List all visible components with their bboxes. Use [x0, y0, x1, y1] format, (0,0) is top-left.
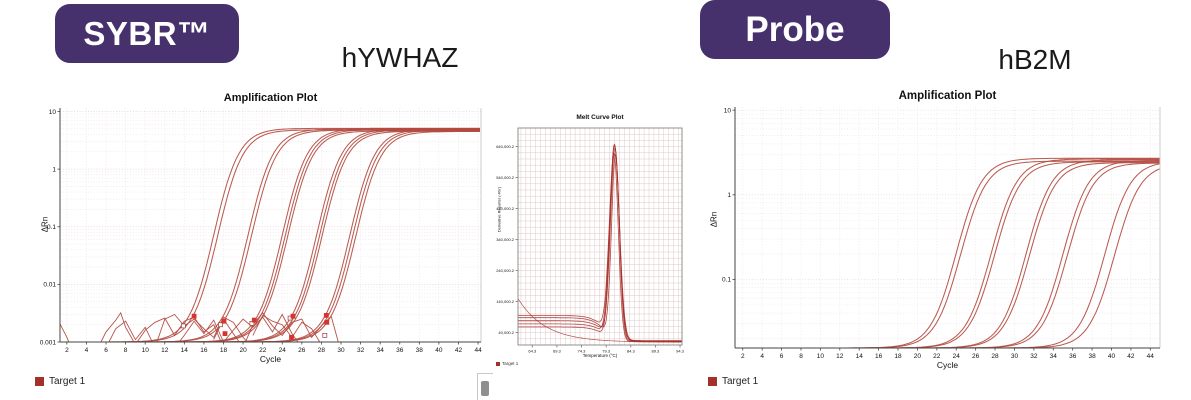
svg-text:34: 34: [377, 347, 385, 354]
svg-text:14: 14: [856, 353, 864, 360]
svg-text:640,000.2: 640,000.2: [496, 144, 515, 149]
legend-label: Target 1: [49, 376, 86, 387]
svg-text:42: 42: [1127, 353, 1135, 360]
svg-text:340,000.2: 340,000.2: [496, 237, 515, 242]
svg-text:16: 16: [200, 347, 208, 354]
svg-text:20: 20: [239, 347, 247, 354]
svg-text:26: 26: [298, 347, 306, 354]
legend-label: Target 1: [502, 361, 519, 366]
svg-text:36: 36: [1069, 353, 1077, 360]
svg-text:6: 6: [780, 353, 784, 360]
svg-text:26: 26: [972, 353, 980, 360]
svg-text:36: 36: [396, 347, 404, 354]
svg-text:22: 22: [933, 353, 941, 360]
svg-text:24: 24: [279, 347, 287, 354]
svg-text:22: 22: [259, 347, 267, 354]
svg-text:34: 34: [1050, 353, 1058, 360]
svg-text:12: 12: [836, 353, 844, 360]
melt-legend: Target 1: [496, 361, 518, 366]
svg-text:38: 38: [1088, 353, 1096, 360]
svg-text:10: 10: [817, 353, 825, 360]
x-axis-label: Cycle: [259, 354, 282, 364]
svg-text:8: 8: [124, 347, 128, 354]
svg-text:2: 2: [741, 353, 745, 360]
gene-title-hb2m: hB2M: [998, 44, 1072, 75]
svg-text:24: 24: [953, 353, 961, 360]
svg-text:40: 40: [1108, 353, 1116, 360]
x-axis-label: Cycle: [936, 360, 959, 370]
svg-text:10: 10: [724, 107, 732, 114]
svg-text:18: 18: [220, 347, 228, 354]
probe-legend: Target 1: [708, 376, 758, 387]
legend-label: Target 1: [722, 376, 759, 387]
scrollbar-corner: [477, 373, 493, 400]
svg-text:10: 10: [49, 109, 57, 116]
svg-text:1: 1: [52, 166, 56, 173]
probe-badge: Probe: [700, 0, 890, 59]
chart-title: Melt Curve Plot: [576, 114, 624, 121]
svg-text:12: 12: [161, 347, 169, 354]
svg-text:18: 18: [894, 353, 902, 360]
svg-text:0.001: 0.001: [40, 339, 57, 346]
svg-text:4: 4: [760, 353, 764, 360]
svg-text:74.3: 74.3: [578, 349, 587, 354]
y-axis-label: ΔRn: [40, 216, 50, 233]
svg-text:42: 42: [455, 347, 463, 354]
svg-text:16: 16: [875, 353, 883, 360]
svg-text:44: 44: [1147, 353, 1155, 360]
svg-text:64.3: 64.3: [528, 349, 537, 354]
svg-text:540,000.2: 540,000.2: [496, 175, 515, 180]
chart-title: Amplification Plot: [223, 92, 318, 104]
svg-text:6: 6: [104, 347, 108, 354]
svg-text:10: 10: [142, 347, 150, 354]
svg-text:79.3: 79.3: [602, 349, 611, 354]
sybr-badge: SYBR™: [55, 4, 239, 63]
svg-text:30: 30: [1011, 353, 1019, 360]
y-axis-label: ΔRn: [709, 211, 719, 228]
legend-color-swatch: [35, 377, 44, 386]
svg-text:4: 4: [85, 347, 89, 354]
melt-curve-plot: Melt Curve Plot 64.3 69.3 74.3 79.3 84.3 89.3…: [495, 112, 691, 374]
svg-text:44: 44: [474, 347, 482, 354]
sybr-legend: Target 1: [35, 376, 85, 387]
svg-text:14: 14: [181, 347, 189, 354]
sybr-badge-label: SYBR™: [83, 15, 211, 52]
gene-title-hywhaz: hYWHAZ: [341, 42, 459, 73]
svg-text:69.3: 69.3: [553, 349, 562, 354]
svg-text:0.1: 0.1: [47, 224, 56, 231]
chart-title: Amplification Plot: [898, 90, 997, 102]
probe-amplification-chart-svg: 2 4 6 8 10 12 14 16 18 20 22 24 26 28 30 32 34 36 38 40 42 44…: [722, 107, 1161, 360]
svg-text:1: 1: [727, 192, 731, 199]
svg-text:89.3: 89.3: [652, 349, 661, 354]
svg-text:8: 8: [799, 353, 803, 360]
y-axis-label: Derivative Reporter (-Rn'): [496, 186, 502, 233]
svg-text:20: 20: [914, 353, 922, 360]
svg-text:440,000.2: 440,000.2: [496, 206, 515, 211]
svg-text:140,000.2: 140,000.2: [496, 299, 515, 304]
scrollbar-thumb[interactable]: [481, 381, 489, 396]
svg-text:30: 30: [337, 347, 345, 354]
svg-text:32: 32: [357, 347, 365, 354]
svg-text:40,000.2: 40,000.2: [498, 330, 514, 335]
svg-text:94.3: 94.3: [676, 349, 685, 354]
svg-text:84.3: 84.3: [627, 349, 636, 354]
svg-text:28: 28: [991, 353, 999, 360]
svg-text:40: 40: [435, 347, 443, 354]
melt-curve-chart-svg: 64.3 69.3 74.3 79.3 84.3 89.3 94.3 640,000.2 540…: [496, 127, 685, 354]
svg-text:28: 28: [318, 347, 326, 354]
svg-text:0.1: 0.1: [722, 277, 731, 284]
svg-text:32: 32: [1030, 353, 1038, 360]
svg-text:38: 38: [416, 347, 424, 354]
sybr-amplification-chart-svg: 2 4 6 8 10 12 14 16 18 20 22 24 26 28 30 32 34 36 38 40 42 44…: [40, 108, 482, 354]
x-axis-label: Temperature (°C): [582, 353, 618, 358]
probe-badge-label: Probe: [745, 10, 845, 49]
legend-color-swatch: [708, 377, 717, 386]
legend-color-swatch: [496, 361, 500, 366]
svg-text:240,000.2: 240,000.2: [496, 268, 515, 273]
probe-amplification-plot: Amplification Plot 2 4 6 8 10 12 14 16 18 20 22 24 2…: [698, 90, 1190, 375]
svg-text:2: 2: [65, 347, 69, 354]
svg-text:0.01: 0.01: [43, 282, 56, 289]
sybr-amplification-plot: Amplification Plot 2 4 6 8 10 12 14 16 18 20 22 24 2…: [35, 92, 487, 372]
